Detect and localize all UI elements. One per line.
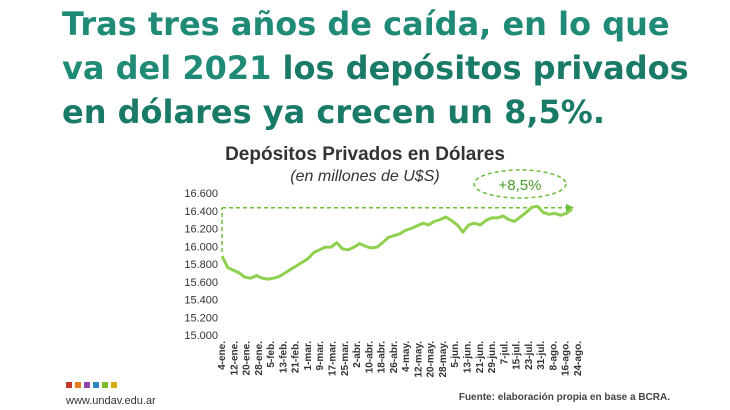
y-tick-label: 16.600	[184, 188, 218, 200]
x-tick-label: 31-jul.	[536, 341, 547, 370]
headline-part1: Tras tres años de caída, en lo que va de…	[62, 5, 670, 87]
y-tick-label: 15.000	[184, 330, 218, 342]
y-tick-label: 15.800	[184, 259, 218, 271]
x-tick-label: 15-jul.	[512, 341, 523, 370]
y-tick-label: 15.400	[184, 295, 218, 307]
logo-square	[66, 382, 72, 388]
x-tick-label: 17-mar.	[327, 341, 338, 376]
logo-square	[93, 382, 99, 388]
x-tick-label: 13-feb.	[278, 341, 289, 373]
x-tick-label: 25-mar.	[340, 341, 351, 376]
x-tick-label: 4-may.	[401, 341, 412, 372]
annotation-ellipse	[473, 169, 567, 199]
y-tick-label: 16.000	[184, 241, 218, 253]
y-tick-label: 15.200	[184, 312, 218, 324]
chart-subtitle: (en millones de U$S)	[290, 168, 440, 185]
x-tick-label: 21-jun.	[475, 341, 486, 373]
y-tick-label: 16.400	[184, 206, 218, 218]
x-tick-label: 8-ago.	[548, 341, 559, 371]
x-tick-label: 7-jul.	[499, 341, 510, 365]
x-tick-label: 1-mar.	[303, 341, 314, 371]
footer-source: Fuente: elaboración propia en base a BCR…	[458, 392, 670, 403]
x-tick-label: 28-may.	[438, 341, 449, 378]
x-tick-label: 5-feb.	[266, 341, 277, 368]
x-tick-label: 20-ene.	[242, 341, 253, 376]
x-tick-label: 9-mar.	[315, 341, 326, 371]
x-tick-label: 29-jun.	[487, 341, 498, 373]
logo-square	[75, 382, 81, 388]
x-tick-label: 5-jun.	[450, 341, 461, 368]
headline: Tras tres años de caída, en lo que va de…	[62, 2, 722, 134]
x-tick-label: 23-jul.	[524, 341, 535, 370]
x-tick-label: 18-abr.	[377, 341, 388, 373]
footer-site[interactable]: www.undav.edu.ar	[66, 395, 156, 407]
x-tick-label: 4-ene.	[217, 341, 228, 370]
undav-logo	[66, 382, 117, 388]
x-tick-label: 16-ago.	[561, 341, 572, 376]
x-tick-label: 13-jun.	[463, 341, 474, 373]
chart-title: Depósitos Privados en Dólares	[225, 144, 505, 165]
x-tick-label: 20-may.	[426, 341, 437, 378]
headline-part2: los depósitos privados en dólares ya cre…	[62, 49, 689, 131]
logo-square	[102, 382, 108, 388]
x-tick-label: 28-ene.	[254, 341, 265, 376]
logo-square	[84, 382, 90, 388]
y-tick-label: 15.600	[184, 277, 218, 289]
x-tick-label: 2-abr.	[352, 341, 363, 368]
annotation-label: +8,5%	[499, 177, 542, 194]
series-line	[220, 204, 573, 281]
x-tick-label: 21-feb.	[291, 341, 302, 373]
baseline-arrowhead	[566, 203, 574, 212]
x-tick-label: 10-abr.	[364, 341, 375, 373]
logo-square	[111, 382, 117, 388]
x-tick-label: 26-abr.	[389, 341, 400, 373]
x-tick-label: 12-may.	[413, 341, 424, 378]
x-tick-label: 12-ene.	[229, 341, 240, 376]
y-tick-label: 16.200	[184, 224, 218, 236]
x-tick-label: 24-ago.	[573, 341, 584, 376]
